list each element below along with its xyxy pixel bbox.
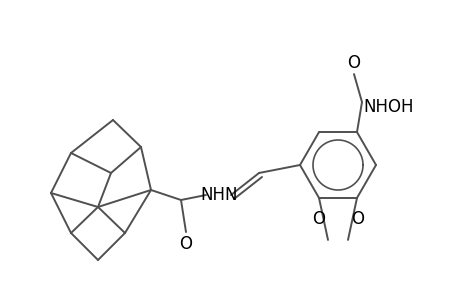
- Text: NHN: NHN: [200, 186, 237, 204]
- Text: O: O: [179, 235, 192, 253]
- Text: NHOH: NHOH: [363, 98, 414, 116]
- Text: O: O: [347, 54, 360, 72]
- Text: O: O: [350, 210, 363, 228]
- Text: O: O: [311, 210, 325, 228]
